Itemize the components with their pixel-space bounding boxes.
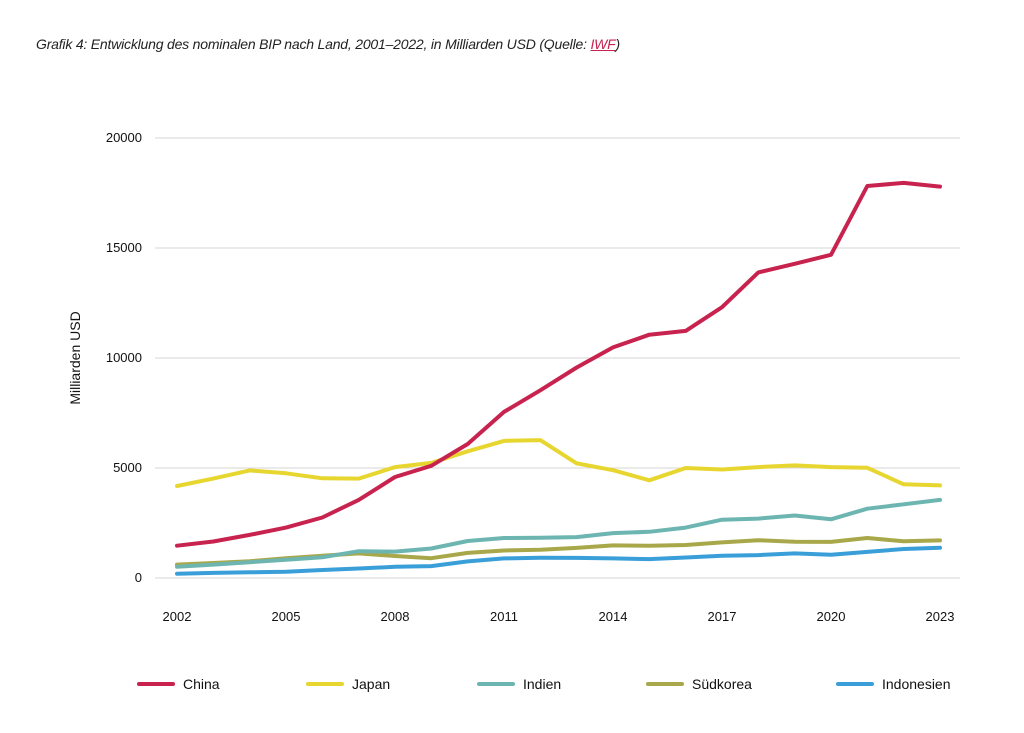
legend-item: Indien — [477, 672, 561, 696]
x-tick-label: 2008 — [381, 609, 410, 624]
x-tick-label: 2002 — [163, 609, 192, 624]
y-tick-label: 10000 — [106, 350, 142, 365]
legend: China Japan Indien Südkorea Indonesien — [0, 672, 1024, 696]
caption-text: Grafik 4: Entwicklung des nominalen BIP … — [36, 36, 591, 52]
legend-swatch — [646, 682, 684, 686]
legend-label: Südkorea — [692, 676, 752, 692]
x-tick-label: 2017 — [708, 609, 737, 624]
series-line-china — [175, 180, 942, 548]
y-axis-label: Milliarden USD — [67, 311, 83, 404]
x-tick-label: 2023 — [926, 609, 955, 624]
gdp-line-chart: 0 5000 10000 15000 20000 2002 2005 2008 2011 201… — [67, 130, 960, 624]
series-line-indonesien — [175, 545, 942, 576]
legend-swatch — [477, 682, 515, 686]
x-tick-label: 2020 — [817, 609, 846, 624]
legend-item: Japan — [306, 672, 390, 696]
x-axis-ticks: 2002 2005 2008 2011 2014 2017 2020 2023 — [163, 609, 955, 624]
series-line-japan — [175, 438, 942, 488]
y-axis-ticks: 0 5000 10000 15000 20000 — [106, 130, 142, 585]
legend-label: China — [183, 676, 220, 692]
source-link[interactable]: IWF — [590, 36, 616, 52]
legend-item: China — [137, 672, 220, 696]
legend-item: Südkorea — [646, 672, 752, 696]
x-tick-label: 2005 — [272, 609, 301, 624]
y-tick-label: 15000 — [106, 240, 142, 255]
legend-label: Indien — [523, 676, 562, 692]
series-lines — [175, 180, 942, 576]
y-tick-label: 5000 — [113, 460, 142, 475]
x-tick-label: 2014 — [599, 609, 628, 624]
legend-swatch — [836, 682, 874, 686]
legend-swatch — [137, 682, 175, 686]
caption-close: ) — [615, 36, 621, 52]
legend-label: Japan — [352, 676, 391, 692]
grid — [155, 137, 960, 579]
y-tick-label: 0 — [135, 570, 142, 585]
x-tick-label: 2011 — [490, 609, 518, 624]
series-line-indien — [175, 497, 942, 569]
chart-caption: Grafik 4: Entwicklung des nominalen BIP … — [36, 36, 620, 52]
legend-label: Indonesien — [882, 676, 951, 692]
y-tick-label: 20000 — [106, 130, 142, 145]
legend-item: Indonesien — [836, 672, 951, 696]
legend-swatch — [306, 682, 344, 686]
